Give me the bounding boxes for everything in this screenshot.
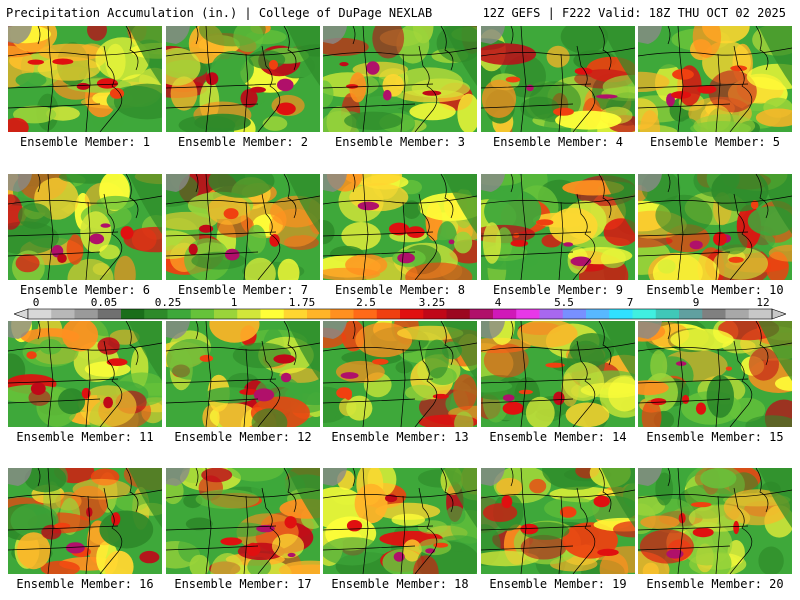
- colorbar-swatch: [632, 309, 657, 319]
- ensemble-member-label: Ensemble Member: 1: [19, 135, 151, 149]
- colorbar-tick-label: 5.5: [554, 296, 574, 309]
- colorbar-swatch: [51, 309, 75, 319]
- colorbar-swatch: [609, 309, 633, 319]
- colorbar-tick-label: 0.05: [90, 296, 118, 309]
- ensemble-member-map-11: [8, 321, 162, 427]
- colorbar-tick-label: 9: [692, 296, 700, 309]
- ensemble-member-map-8: [323, 174, 477, 280]
- colorbar-tick-label: 7: [626, 296, 634, 309]
- colorbar-swatch: [586, 309, 610, 319]
- colorbar-swatch: [330, 309, 354, 319]
- colorbar-tick-label: 0.25: [154, 296, 182, 309]
- ensemble-member-map-12: [166, 321, 320, 427]
- ensemble-member-map-2: [166, 26, 320, 132]
- precipitation-colorbar: [14, 308, 786, 320]
- colorbar-tick-label: 1: [230, 296, 238, 309]
- ensemble-member-map-17: [166, 468, 320, 574]
- ensemble-member-label: Ensemble Member: 10: [646, 283, 784, 297]
- ensemble-member-map-20: [638, 468, 792, 574]
- colorbar-swatch: [493, 309, 517, 319]
- ensemble-member-map-19: [481, 468, 635, 574]
- colorbar-swatch: [516, 309, 540, 319]
- colorbar-min-arrow: [14, 308, 29, 320]
- ensemble-member-label: Ensemble Member: 12: [174, 430, 312, 444]
- colorbar-swatch: [539, 309, 564, 319]
- colorbar-swatch: [28, 309, 52, 319]
- ensemble-member-map-9: [481, 174, 635, 280]
- colorbar-swatch: [679, 309, 703, 319]
- ensemble-member-map-15: [638, 321, 792, 427]
- ensemble-member-map-14: [481, 321, 635, 427]
- colorbar-swatch: [400, 309, 424, 319]
- colorbar-swatch: [748, 309, 773, 319]
- ensemble-member-map-1: [8, 26, 162, 132]
- ensemble-member-map-16: [8, 468, 162, 574]
- ensemble-member-map-10: [638, 174, 792, 280]
- ensemble-member-label: Ensemble Member: 7: [177, 283, 309, 297]
- colorbar-tick-label: 3.25: [418, 296, 446, 309]
- ensemble-member-label: Ensemble Member: 4: [492, 135, 624, 149]
- ensemble-member-label: Ensemble Member: 14: [489, 430, 627, 444]
- ensemble-member-label: Ensemble Member: 3: [334, 135, 466, 149]
- colorbar-swatch: [423, 309, 447, 319]
- colorbar-tick-label: 0: [32, 296, 40, 309]
- colorbar-swatch: [260, 309, 285, 319]
- colorbar-swatch: [307, 309, 331, 319]
- colorbar-swatch: [97, 309, 122, 319]
- colorbar-tick-label: 1.75: [288, 296, 316, 309]
- colorbar-swatch: [190, 309, 215, 319]
- ensemble-member-label: Ensemble Member: 11: [16, 430, 154, 444]
- colorbar-swatch: [214, 309, 238, 319]
- colorbar-swatch: [725, 309, 750, 319]
- model-run-info: 12Z GEFS | F222 Valid: 18Z THU OCT 02 20…: [482, 6, 786, 20]
- ensemble-member-map-5: [638, 26, 792, 132]
- map-title: Precipitation Accumulation (in.) | Colle…: [6, 6, 433, 20]
- ensemble-member-label: Ensemble Member: 9: [492, 283, 624, 297]
- ensemble-member-label: Ensemble Member: 18: [331, 577, 469, 591]
- colorbar-tick-label: 4: [494, 296, 502, 309]
- ensemble-member-map-4: [481, 26, 635, 132]
- colorbar-swatch: [469, 309, 494, 319]
- ensemble-member-label: Ensemble Member: 5: [649, 135, 781, 149]
- ensemble-member-label: Ensemble Member: 15: [646, 430, 784, 444]
- colorbar-tick-label: 12: [756, 296, 770, 309]
- ensemble-member-map-18: [323, 468, 477, 574]
- colorbar-swatch: [655, 309, 680, 319]
- colorbar-swatch: [376, 309, 401, 319]
- colorbar-swatch: [237, 309, 261, 319]
- colorbar-tick-label: 2.5: [356, 296, 376, 309]
- ensemble-member-label: Ensemble Member: 19: [489, 577, 627, 591]
- ensemble-member-label: Ensemble Member: 8: [334, 283, 466, 297]
- ensemble-member-label: Ensemble Member: 16: [16, 577, 154, 591]
- ensemble-member-label: Ensemble Member: 20: [646, 577, 784, 591]
- colorbar-max-arrow: [771, 308, 786, 320]
- ensemble-member-label: Ensemble Member: 2: [177, 135, 309, 149]
- colorbar-swatch: [353, 309, 378, 319]
- colorbar-swatch: [283, 309, 308, 319]
- colorbar-swatch: [144, 309, 168, 319]
- ensemble-member-map-13: [323, 321, 477, 427]
- colorbar-swatch: [446, 309, 471, 319]
- colorbar-swatch: [121, 309, 145, 319]
- ensemble-member-label: Ensemble Member: 17: [174, 577, 312, 591]
- ensemble-member-map-3: [323, 26, 477, 132]
- colorbar-swatch: [562, 309, 587, 319]
- ensemble-member-label: Ensemble Member: 6: [19, 283, 151, 297]
- colorbar-swatch: [702, 309, 726, 319]
- colorbar-swatch: [74, 309, 99, 319]
- ensemble-member-map-7: [166, 174, 320, 280]
- colorbar-swatch: [167, 309, 192, 319]
- ensemble-member-map-6: [8, 174, 162, 280]
- ensemble-member-label: Ensemble Member: 13: [331, 430, 469, 444]
